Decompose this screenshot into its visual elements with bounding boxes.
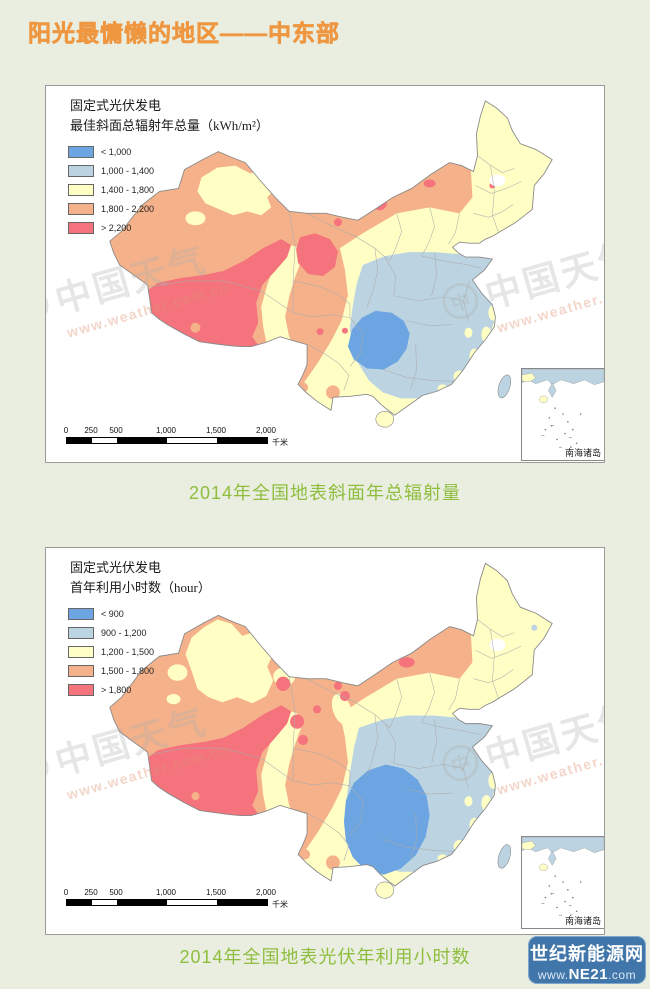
legend-item: 1,200 - 1,500: [68, 642, 154, 661]
hainan-island-inset: [538, 395, 549, 403]
legend-swatch: [68, 164, 94, 177]
legend-item: < 900: [68, 604, 154, 623]
scale-bar: 0 250 500 1,000 1,500 2,000 千米: [63, 888, 316, 909]
scalebar-tick: 1,000: [155, 426, 177, 435]
ne21-watermark-badge: 世纪新能源网 www.NE21.com: [528, 936, 646, 984]
legend-swatch: [68, 607, 94, 620]
legend-swatch: [68, 145, 94, 158]
legend: < 1,000 1,000 - 1,400 1,400 - 1,800 1,800 -…: [68, 142, 154, 237]
legend: < 900 900 - 1,200 1,200 - 1,500 1,500 - 1,8…: [68, 604, 154, 699]
legend-item: 1,400 - 1,800: [68, 180, 154, 199]
legend-item: 900 - 1,200: [68, 623, 154, 642]
scalebar-tick: 1,500: [205, 888, 227, 897]
legend-swatch: [68, 664, 94, 677]
map-panel-radiation: 固定式光伏发电 最佳斜面总辐射年总量（kWh/m²） < 1,000 1,000 …: [45, 85, 605, 463]
map-title-line1: 固定式光伏发电: [70, 560, 162, 575]
china-map-hours: [46, 548, 604, 934]
legend-label: 1,400 - 1,800: [101, 184, 155, 195]
inset-map-svg: [522, 837, 604, 916]
legend-label: 1,000 - 1,400: [101, 165, 155, 176]
scalebar-unit: 千米: [272, 438, 288, 447]
scalebar-tick: 250: [84, 888, 98, 897]
legend-label: 900 - 1,200: [101, 627, 147, 638]
legend-label: 1,800 - 2,200: [101, 203, 155, 214]
map-panel-hours: 固定式光伏发电 首年利用小时数（hour） < 900 900 - 1,200 1,…: [45, 547, 605, 935]
south-china-sea-inset: 南海诸岛: [521, 836, 604, 929]
scalebar-tick: 500: [109, 426, 123, 435]
legend-swatch: [68, 183, 94, 196]
taiwan-island: [497, 844, 512, 869]
badge-site-url: www.NE21.com: [537, 966, 637, 983]
map-title-line2: 首年利用小时数（hour）: [70, 580, 211, 596]
south-china-sea-inset: 南海诸岛: [521, 368, 604, 461]
legend-item: 1,500 - 1,800: [68, 661, 154, 680]
scalebar-tick: 2,000: [255, 888, 277, 897]
map-title-line2: 最佳斜面总辐射年总量（kWh/m²）: [70, 118, 269, 134]
legend-swatch: [68, 645, 94, 658]
legend-swatch: [68, 202, 94, 215]
scalebar-tick: 1,500: [205, 426, 227, 435]
china-choropleth-svg: [109, 100, 553, 428]
scalebar-tick: 0: [63, 426, 69, 435]
map-caption-radiation: 2014年全国地表斜面年总辐射量: [188, 483, 462, 503]
map-title-line1: 固定式光伏发电: [70, 98, 162, 113]
scalebar-unit: 千米: [272, 900, 288, 909]
legend-label: < 1,000: [101, 146, 132, 157]
legend-label: 1,500 - 1,800: [101, 665, 155, 676]
scalebar-bar: [66, 437, 268, 444]
scalebar-tick: 0: [63, 888, 69, 897]
scalebar-tick: 1,000: [155, 888, 177, 897]
map-title: 固定式光伏发电 首年利用小时数（hour）: [70, 558, 211, 598]
inset-map-svg: [522, 369, 604, 448]
legend-item: 1,000 - 1,400: [68, 161, 154, 180]
legend-label: > 2,200: [101, 222, 132, 233]
inset-label: 南海诸岛: [564, 916, 601, 926]
hainan-island: [375, 410, 395, 428]
page-title: 阳光最慵懒的地区——中东部: [28, 20, 340, 47]
scalebar-bar: [66, 899, 268, 906]
china-choropleth-svg: [109, 562, 553, 899]
scalebar-tick: 500: [109, 888, 123, 897]
badge-site-name: 世纪新能源网: [530, 944, 644, 964]
legend-label: > 1,800: [101, 684, 132, 695]
legend-swatch: [68, 683, 94, 696]
legend-item: 1,800 - 2,200: [68, 199, 154, 218]
scalebar-tick: 2,000: [255, 426, 277, 435]
legend-swatch: [68, 221, 94, 234]
legend-item: < 1,000: [68, 142, 154, 161]
hainan-island: [375, 881, 395, 899]
inset-label: 南海诸岛: [564, 448, 601, 458]
china-map-radiation: [46, 86, 604, 462]
legend-item: > 2,200: [68, 218, 154, 237]
legend-item: > 1,800: [68, 680, 154, 699]
map-caption-hours: 2014年全国地表光伏年利用小时数: [179, 947, 471, 967]
taiwan-island: [497, 374, 512, 399]
scalebar-tick: 250: [84, 426, 98, 435]
scale-bar: 0 250 500 1,000 1,500 2,000 千米: [63, 426, 316, 447]
legend-swatch: [68, 626, 94, 639]
hainan-island-inset: [538, 863, 549, 871]
map-title: 固定式光伏发电 最佳斜面总辐射年总量（kWh/m²）: [70, 96, 269, 136]
legend-label: < 900: [101, 608, 124, 619]
legend-label: 1,200 - 1,500: [101, 646, 155, 657]
